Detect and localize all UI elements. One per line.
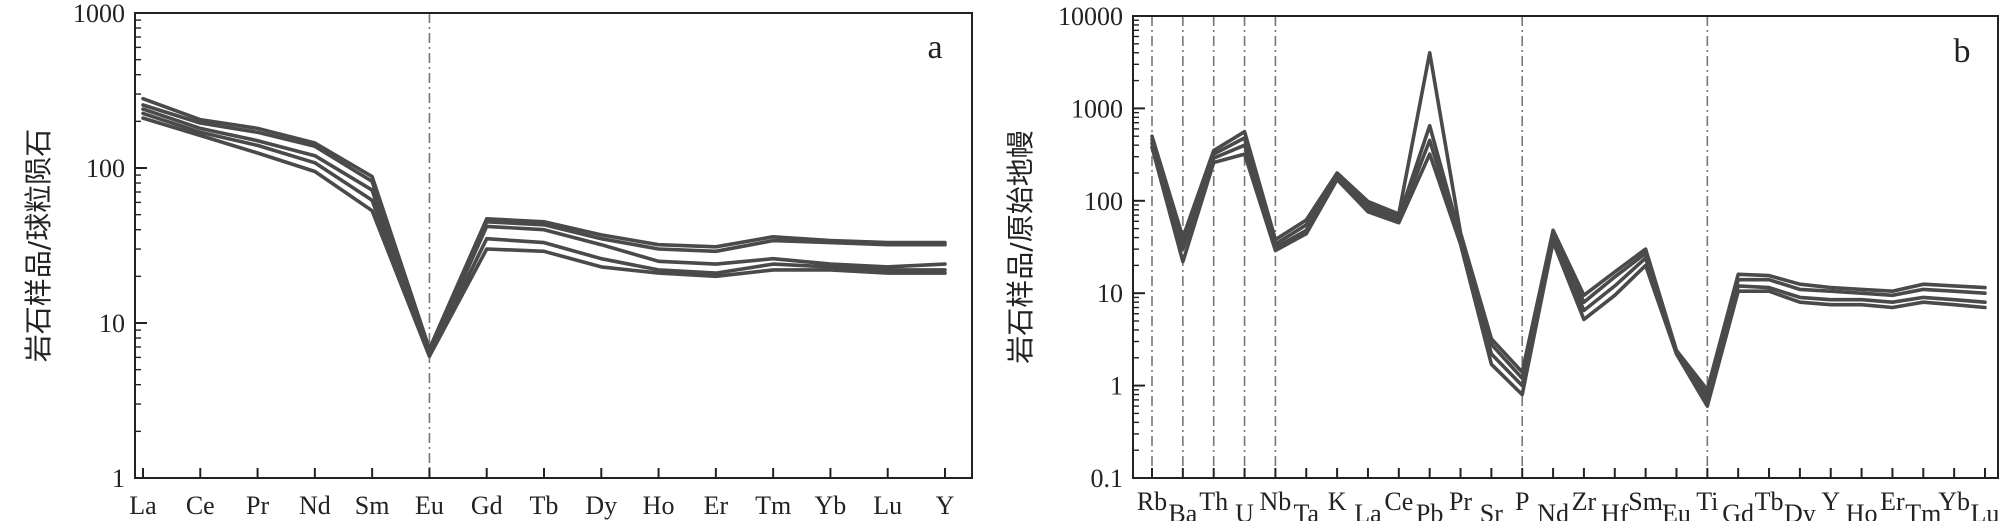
y-tick-label: 1000 <box>1071 94 1123 123</box>
x-tick-label-sr: Sr <box>1480 499 1503 521</box>
x-tick-label-sm: Sm <box>355 491 390 520</box>
x-tick-label-ce: Ce <box>186 491 215 520</box>
y-tick-label: 0.1 <box>1091 464 1124 493</box>
x-tick-label-hf: Hf <box>1601 499 1629 521</box>
x-tick-label-yb: Yb <box>1938 487 1970 516</box>
x-tick-label-er: Er <box>704 491 729 520</box>
x-tick-label-eu: Eu <box>1662 499 1691 521</box>
x-tick-label-yb: Yb <box>815 491 847 520</box>
x-tick-label-er: Er <box>1880 487 1905 516</box>
series-line-3 <box>1150 138 1987 402</box>
x-tick-label-y: Y <box>936 491 955 520</box>
series-line-1 <box>141 96 947 351</box>
x-tick-label-pr: Pr <box>246 491 269 520</box>
x-tick-label-ho: Ho <box>1846 499 1878 521</box>
x-tick-label-tm: Tm <box>755 491 791 520</box>
x-tick-label-ho: Ho <box>643 491 675 520</box>
panel-label: b <box>1954 33 1971 70</box>
x-tick-label-dy: Dy <box>585 491 617 520</box>
x-tick-label-th: Th <box>1199 487 1228 516</box>
y-tick-label: 100 <box>86 154 125 183</box>
x-tick-label-rb: Rb <box>1137 487 1167 516</box>
x-tick-label-pr: Pr <box>1449 487 1472 516</box>
x-tick-label-k: K <box>1328 487 1347 516</box>
y-tick-label: 100 <box>1084 187 1123 216</box>
x-tick-label-la: La <box>1354 499 1382 521</box>
x-tick-label-dy: Dy <box>1784 499 1816 521</box>
series-line-1 <box>1150 50 1987 392</box>
series-line-4 <box>1150 145 1987 408</box>
x-tick-label-ti: Ti <box>1696 487 1718 516</box>
y-tick-label: 10 <box>1097 279 1123 308</box>
y-axis-label: 岩石样品/原始地幔 <box>1004 130 1037 363</box>
x-tick-label-eu: Eu <box>415 491 444 520</box>
chart-panel-a: 1 10 100 1000 La Ce Pr Nd Sm Eu Gd Tb Dy Ho Er Tm Yb Lu Y 岩… <box>22 0 973 520</box>
series-line-3 <box>141 107 947 356</box>
series-line-2 <box>1150 123 1987 397</box>
series-line-4 <box>141 111 947 358</box>
y-axis-label: 岩石样品/球粒陨石 <box>22 129 55 362</box>
plot-frame <box>1132 15 1999 479</box>
plot-frame <box>134 12 973 479</box>
y-tick-label: 10 <box>99 309 125 338</box>
x-tick-label-tb: Tb <box>530 491 559 520</box>
x-tick-label-lu: Lu <box>1971 499 2000 521</box>
x-tick-label-ta: Ta <box>1293 499 1319 521</box>
x-tick-label-nd: Nd <box>1537 499 1569 521</box>
y-tick-label: 10000 <box>1058 2 1123 31</box>
x-tick-label-tb: Tb <box>1755 487 1784 516</box>
x-tick-label-gd: Gd <box>1722 499 1754 521</box>
x-tick-label-zr: Zr <box>1572 487 1597 516</box>
x-tick-label-gd: Gd <box>471 491 503 520</box>
x-tick-label-pb: Pb <box>1416 499 1443 521</box>
x-tick-label-la: La <box>129 491 157 520</box>
y-tick-label: 1 <box>112 464 125 493</box>
series-line-2 <box>141 103 947 354</box>
x-tick-label-sm: Sm <box>1628 487 1663 516</box>
x-tick-label-u: U <box>1235 499 1254 521</box>
x-tick-label-nb: Nb <box>1260 487 1292 516</box>
x-tick-label-lu: Lu <box>873 491 902 520</box>
x-tick-label-tm: Tm <box>1905 499 1941 521</box>
x-tick-label-p: P <box>1515 487 1529 516</box>
x-tick-label-y: Y <box>1821 487 1840 516</box>
x-tick-label-ce: Ce <box>1384 487 1413 516</box>
y-tick-label: 1 <box>1110 372 1123 401</box>
series-line-5 <box>141 116 947 359</box>
x-tick-label-nd: Nd <box>299 491 331 520</box>
y-tick-label: 1000 <box>73 0 125 28</box>
x-tick-label-ba: Ba <box>1168 499 1197 521</box>
panel-label: a <box>927 29 942 66</box>
